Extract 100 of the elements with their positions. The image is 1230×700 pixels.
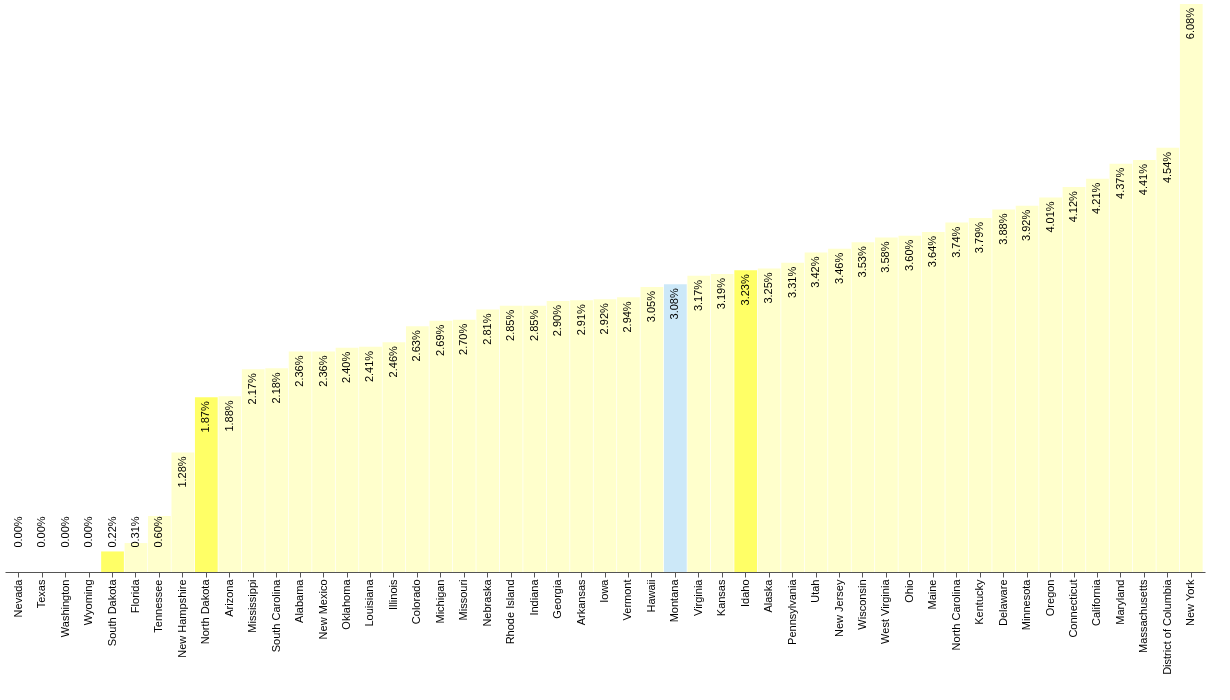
data-label: 4.37%: [1113, 167, 1126, 199]
x-tick-label: Illinois: [386, 579, 399, 611]
data-label: 2.85%: [504, 309, 517, 341]
x-tick-label: Florida: [128, 578, 141, 614]
x-tick-label: Arizona: [222, 578, 235, 617]
x-tick-label: Louisiana: [363, 578, 376, 627]
x-tick-label: Alabama: [293, 578, 306, 623]
data-label: 2.90%: [551, 304, 564, 337]
data-label: 2.70%: [457, 323, 470, 355]
x-tick-label: New Jersey: [832, 579, 845, 637]
data-label: 3.25%: [762, 272, 775, 304]
x-tick-label: Oregon: [1043, 579, 1056, 617]
x-tick-label: District of Columbia: [1160, 578, 1173, 675]
data-label: 3.58%: [879, 241, 892, 273]
data-label: 3.74%: [949, 226, 962, 258]
x-tick-label: New York: [1184, 579, 1197, 626]
bar: [194, 397, 218, 572]
x-tick-label: Ohio: [902, 579, 915, 603]
data-label: 1.88%: [222, 400, 235, 432]
x-tick-label: Indiana: [527, 578, 540, 616]
data-label: 0.00%: [11, 516, 24, 548]
data-label: 3.46%: [832, 252, 845, 284]
x-tick-label: Minnesota: [1020, 578, 1033, 631]
x-tick-label: Hawaii: [644, 579, 657, 613]
data-label: 0.00%: [58, 516, 71, 548]
data-label: 2.41%: [363, 350, 376, 383]
x-tick-label: Pennsylvania: [785, 578, 798, 645]
data-label: 3.60%: [902, 239, 915, 271]
data-label: 2.40%: [340, 351, 353, 383]
x-tick-label: Oklahoma: [340, 578, 353, 630]
x-tick-label: Alaska: [762, 578, 775, 613]
data-label: 2.85%: [527, 309, 540, 341]
data-label: 2.18%: [269, 372, 282, 404]
data-label: 3.88%: [996, 213, 1009, 245]
data-label: 2.92%: [598, 303, 610, 335]
data-label: 0.60%: [152, 516, 165, 548]
data-label: 4.12%: [1067, 190, 1080, 223]
x-tick-label: Utah: [809, 579, 822, 603]
x-tick-label: Connecticut: [1067, 579, 1080, 638]
x-tick-label: Arkansas: [574, 579, 587, 626]
x-tick-label: Iowa: [598, 578, 610, 603]
data-label: 3.64%: [926, 235, 939, 268]
x-tick-label: West Virginia: [879, 578, 892, 644]
x-tick-label: Georgia: [551, 578, 564, 619]
x-tick-label: South Dakota: [105, 578, 118, 647]
data-label: 1.28%: [175, 456, 188, 488]
x-tick-label: Rhode Island: [504, 579, 517, 645]
x-tick-label: Massachusetts: [1137, 579, 1150, 653]
data-label: 2.46%: [386, 345, 399, 378]
data-label: 4.54%: [1160, 151, 1173, 184]
x-tick-label: Michigan: [433, 579, 446, 624]
data-label: 2.36%: [316, 355, 329, 387]
data-label: 3.42%: [809, 256, 822, 288]
x-tick-label: North Carolina: [949, 578, 962, 651]
x-tick-label: Wisconsin: [855, 579, 868, 630]
x-tick-label: Delaware: [996, 579, 1009, 626]
data-label: 3.53%: [855, 246, 868, 278]
x-tick-label: Kentucky: [973, 579, 986, 625]
data-label: 1.87%: [199, 401, 212, 433]
data-label: 3.17%: [691, 279, 704, 312]
data-label: 3.23%: [738, 274, 751, 306]
bar: [101, 551, 124, 572]
data-label: 6.08%: [1184, 7, 1197, 40]
data-label: 2.94%: [621, 301, 634, 333]
x-tick-label: Wyoming: [82, 579, 95, 626]
x-tick-label: North Dakota: [199, 578, 212, 645]
data-label: 3.19%: [715, 277, 728, 310]
data-label: 2.91%: [574, 303, 587, 336]
x-tick-label: Texas: [35, 579, 48, 609]
x-tick-label: Maine: [926, 579, 939, 610]
data-label: 0.31%: [128, 516, 141, 548]
x-tick-label: New Hampshire: [175, 579, 188, 658]
x-tick-label: Montana: [668, 578, 681, 623]
x-tick-label: Tennessee: [152, 579, 165, 633]
x-tick-label: Nebraska: [480, 578, 493, 627]
data-label: 2.63%: [410, 330, 423, 362]
x-tick-label: Maryland: [1113, 579, 1126, 625]
data-label: 3.05%: [644, 290, 657, 323]
data-label: 2.81%: [480, 313, 493, 345]
data-label: 0.22%: [105, 516, 118, 548]
bar: [734, 270, 758, 572]
data-label: 0.00%: [35, 516, 48, 548]
data-label: 3.79%: [973, 221, 986, 254]
data-label: 3.31%: [785, 266, 798, 298]
data-label: 4.41%: [1137, 163, 1150, 196]
x-tick-label: New Mexico: [316, 579, 329, 640]
data-label: 2.36%: [293, 355, 306, 387]
bar: [663, 284, 687, 572]
data-label: 2.17%: [246, 373, 259, 405]
x-tick-label: Vermont: [621, 579, 634, 621]
x-tick-label: South Carolina: [269, 578, 282, 653]
data-label: 3.92%: [1020, 209, 1033, 241]
data-label: 2.69%: [433, 324, 446, 356]
x-tick-label: Washington: [58, 579, 71, 638]
x-tick-label: Colorado: [410, 579, 423, 625]
x-tick-label: Kansas: [715, 579, 728, 617]
x-tick-label: Idaho: [738, 579, 751, 608]
data-label: 0.00%: [82, 516, 95, 548]
x-tick-label: Missouri: [457, 579, 470, 621]
x-tick-label: Virginia: [691, 578, 704, 616]
